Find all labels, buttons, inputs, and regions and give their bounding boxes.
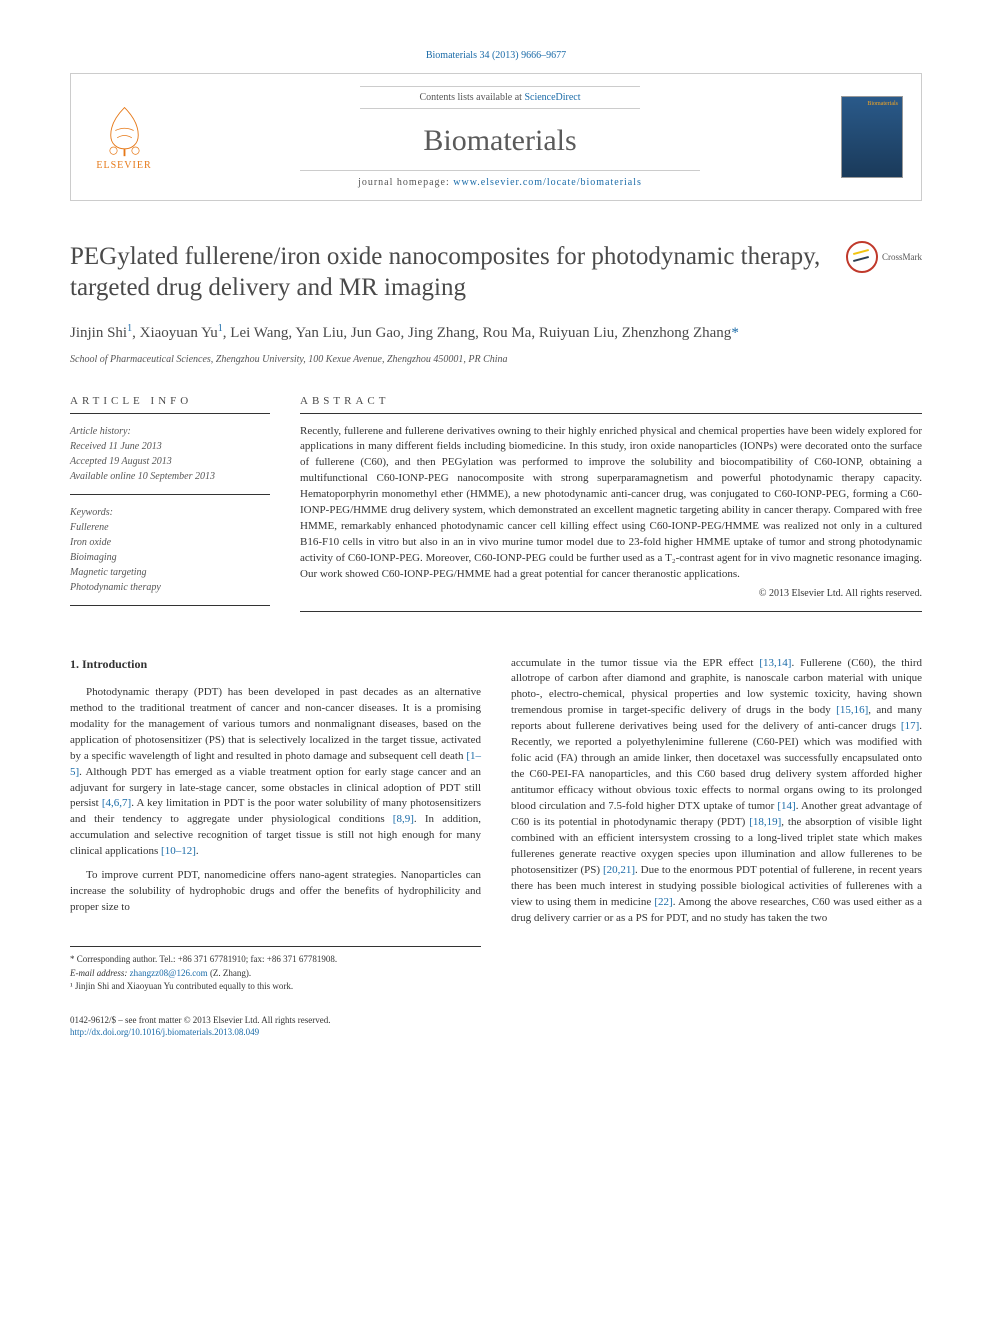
body-paragraph: Photodynamic therapy (PDT) has been deve… [70,685,481,860]
header-center: Contents lists available at ScienceDirec… [159,86,841,188]
keyword: Iron oxide [70,535,270,550]
citation-ref[interactable]: [4,6,7] [102,797,131,809]
crossmark-label: CrossMark [882,252,922,262]
author[interactable]: Rou Ma [483,325,532,341]
body-right-column: accumulate in the tumor tissue via the E… [511,656,922,994]
journal-homepage-line: journal homepage: www.elsevier.com/locat… [300,170,700,188]
author-note-link[interactable]: 1 [218,323,223,334]
body-text: Photodynamic therapy (PDT) has been deve… [70,686,481,762]
body-text: To improve current PDT, nanomedicine off… [70,869,481,913]
citation-ref[interactable]: [18,19] [749,816,781,828]
corresponding-email-link[interactable]: zhangzz08@126.com [130,968,208,978]
keywords-block: Keywords: Fullerene Iron oxide Bioimagin… [70,505,270,606]
citation-ref[interactable]: [13,14] [759,657,791,669]
corresponding-marker-link[interactable]: * [731,325,739,341]
sciencedirect-link[interactable]: ScienceDirect [524,92,580,103]
title-row: PEGylated fullerene/iron oxide nanocompo… [70,241,922,304]
history-online: Available online 10 September 2013 [70,469,270,484]
history-received: Received 11 June 2013 [70,439,270,454]
body-paragraph: accumulate in the tumor tissue via the E… [511,656,922,927]
crossmark-widget[interactable]: CrossMark [846,241,922,273]
abstract-text: Recently, fullerene and fullerene deriva… [300,424,922,613]
keyword: Photodynamic therapy [70,580,270,595]
journal-header: ELSEVIER Contents lists available at Sci… [70,73,922,201]
keyword: Bioimaging [70,550,270,565]
author[interactable]: Lei Wang [230,325,288,341]
email-label: E-mail address: [70,968,130,978]
journal-cover-label: Biomaterials [867,101,898,107]
author[interactable]: Jing Zhang [408,325,475,341]
elsevier-tree-icon [97,103,152,158]
author[interactable]: Ruiyuan Liu [539,325,614,341]
body-columns: 1. Introduction Photodynamic therapy (PD… [70,656,922,994]
keyword: Magnetic targeting [70,565,270,580]
footnotes: * Corresponding author. Tel.: +86 371 67… [70,946,481,994]
body-text: . Recently, we reported a polyethylenimi… [511,720,922,812]
citation-ref[interactable]: [14] [777,800,795,812]
citation-ref[interactable]: [15,16] [836,704,868,716]
page-footer: 0142-9612/$ – see front matter © 2013 El… [70,1014,922,1039]
citation-ref[interactable]: [20,21] [603,864,635,876]
elsevier-wordmark: ELSEVIER [96,160,151,171]
citation-ref[interactable]: [17] [901,720,919,732]
section-heading-introduction: 1. Introduction [70,656,481,673]
author[interactable]: Xiaoyuan Yu [140,325,218,341]
article-info-column: ARTICLE INFO Article history: Received 1… [70,395,270,616]
journal-cover-thumbnail[interactable]: Biomaterials [841,96,903,178]
abstract-header: ABSTRACT [300,395,922,414]
keyword: Fullerene [70,520,270,535]
body-text: . [196,845,199,857]
contents-available-line: Contents lists available at ScienceDirec… [360,86,640,109]
email-suffix: (Z. Zhang). [208,968,251,978]
body-paragraph: To improve current PDT, nanomedicine off… [70,868,481,916]
contents-prefix: Contents lists available at [419,92,524,103]
corresponding-author-note: * Corresponding author. Tel.: +86 371 67… [70,953,481,967]
author-note-link[interactable]: 1 [127,323,132,334]
info-abstract-row: ARTICLE INFO Article history: Received 1… [70,395,922,616]
author-list: Jinjin Shi1, Xiaoyuan Yu1, Lei Wang, Yan… [70,322,922,344]
abstract-column: ABSTRACT Recently, fullerene and fullere… [300,395,922,616]
journal-homepage-link[interactable]: www.elsevier.com/locate/biomaterials [453,177,642,188]
journal-name: Biomaterials [159,124,841,158]
history-accepted: Accepted 19 August 2013 [70,454,270,469]
citation-ref[interactable]: [10–12] [161,845,196,857]
body-left-column: 1. Introduction Photodynamic therapy (PD… [70,656,481,994]
author[interactable]: Jinjin Shi [70,325,127,341]
email-line: E-mail address: zhangzz08@126.com (Z. Zh… [70,967,481,981]
abstract-body: Recently, fullerene and fullerene deriva… [300,425,922,580]
body-text: accumulate in the tumor tissue via the E… [511,657,759,669]
article-info-header: ARTICLE INFO [70,395,270,414]
citation-ref[interactable]: [22] [654,896,672,908]
homepage-prefix: journal homepage: [358,177,453,188]
doi-link[interactable]: http://dx.doi.org/10.1016/j.biomaterials… [70,1027,259,1037]
keywords-label: Keywords: [70,505,270,520]
elsevier-logo[interactable]: ELSEVIER [89,97,159,177]
citation-line[interactable]: Biomaterials 34 (2013) 9666–9677 [70,50,922,61]
author[interactable]: Jun Gao [351,325,401,341]
citation-ref[interactable]: [8,9] [393,813,414,825]
abstract-copyright: © 2013 Elsevier Ltd. All rights reserved… [300,587,922,602]
history-label: Article history: [70,424,270,439]
author[interactable]: Yan Liu [295,325,343,341]
crossmark-icon [846,241,878,273]
issn-copyright-line: 0142-9612/$ – see front matter © 2013 El… [70,1014,922,1027]
affiliation: School of Pharmaceutical Sciences, Zheng… [70,354,922,365]
author[interactable]: Zhenzhong Zhang [622,325,732,341]
equal-contribution-note: ¹ Jinjin Shi and Xiaoyuan Yu contributed… [70,980,481,994]
article-history-block: Article history: Received 11 June 2013 A… [70,424,270,495]
article-title: PEGylated fullerene/iron oxide nanocompo… [70,241,846,304]
page-root: Biomaterials 34 (2013) 9666–9677 ELSEVIE… [0,0,992,1089]
